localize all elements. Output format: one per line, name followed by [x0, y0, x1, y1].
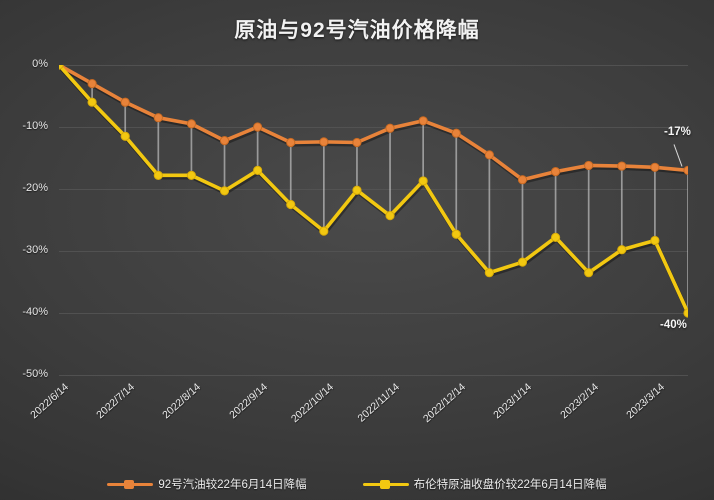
x-tick-label: 2022/11/14	[355, 381, 403, 425]
data-point[interactable]	[451, 128, 461, 138]
data-point[interactable]	[186, 119, 197, 129]
y-tick-label: 0%	[32, 58, 48, 70]
data-point[interactable]	[683, 308, 688, 318]
series-line-shadow	[59, 65, 688, 317]
chart-legend: 92号汽油较22年6月14日降幅 布伦特原油收盘价较22年6月14日降幅	[0, 476, 714, 492]
data-point[interactable]	[186, 170, 197, 180]
data-point[interactable]	[451, 229, 461, 239]
legend-item-gasoline[interactable]: 92号汽油较22年6月14日降幅	[107, 476, 307, 492]
data-point[interactable]	[484, 150, 494, 160]
series-line-gasoline[interactable]	[59, 65, 688, 182]
data-point[interactable]	[153, 170, 163, 180]
data-point[interactable]	[584, 268, 594, 278]
data-point[interactable]	[352, 137, 362, 148]
data-point[interactable]	[650, 162, 660, 172]
legend-swatch-icon	[107, 478, 154, 490]
data-point[interactable]	[517, 175, 528, 185]
legend-swatch-icon	[362, 478, 409, 490]
series-line-brent[interactable]	[59, 65, 688, 315]
data-point-label: -40%	[660, 319, 687, 331]
legend-label: 92号汽油较22年6月14日降幅	[158, 479, 307, 491]
chart-svg	[59, 65, 688, 376]
data-point[interactable]	[617, 161, 627, 171]
data-point[interactable]	[584, 160, 594, 171]
x-tick-label: 2022/10/14	[288, 381, 336, 426]
x-tick-label: 2023/2/14	[557, 381, 601, 422]
legend-item-brent[interactable]: 布伦特原油收盘价较22年6月14日降幅	[362, 476, 607, 492]
y-tick-label: -10%	[22, 120, 48, 132]
y-tick-label: -50%	[22, 368, 48, 380]
data-point[interactable]	[517, 257, 528, 267]
y-tick-label: -30%	[22, 244, 48, 256]
data-point[interactable]	[253, 122, 263, 132]
y-tick-label: -40%	[22, 306, 48, 318]
data-point[interactable]	[650, 235, 660, 246]
plot-area	[59, 65, 688, 376]
data-point[interactable]	[550, 232, 561, 242]
data-point[interactable]	[617, 245, 627, 255]
data-point[interactable]	[286, 137, 296, 148]
label-leader-line	[673, 144, 683, 167]
x-tick-label: 2022/8/14	[160, 381, 204, 422]
x-tick-label: 2022/7/14	[94, 381, 138, 422]
data-point[interactable]	[550, 167, 561, 177]
data-point[interactable]	[319, 137, 329, 147]
data-point[interactable]	[59, 65, 64, 70]
x-tick-label: 2023/3/14	[624, 381, 667, 422]
x-tick-label: 2023/1/14	[491, 381, 535, 422]
data-point[interactable]	[683, 165, 688, 175]
legend-label: 布伦特原油收盘价较22年6月14日降幅	[413, 479, 607, 491]
x-tick-label: 2022/12/14	[421, 381, 469, 426]
chart-title: 原油与92号汽油价格降幅	[234, 19, 480, 42]
data-point[interactable]	[219, 186, 230, 196]
data-point[interactable]	[418, 176, 428, 186]
x-tick-label: 2022/6/14	[28, 381, 72, 422]
data-point[interactable]	[484, 268, 494, 278]
data-point[interactable]	[352, 185, 362, 195]
data-point[interactable]	[286, 199, 296, 210]
data-point[interactable]	[319, 226, 329, 236]
x-tick-label: 2022/9/14	[226, 381, 270, 422]
data-point-label: -17%	[664, 126, 691, 139]
data-point[interactable]	[120, 131, 130, 141]
data-point[interactable]	[385, 211, 395, 221]
data-point[interactable]	[219, 136, 230, 146]
data-point[interactable]	[153, 113, 163, 123]
data-point[interactable]	[385, 123, 395, 133]
data-point[interactable]	[87, 97, 97, 107]
data-point[interactable]	[418, 116, 428, 126]
data-point[interactable]	[87, 79, 97, 89]
data-point[interactable]	[120, 97, 130, 107]
y-tick-label: -20%	[22, 182, 48, 194]
data-point[interactable]	[253, 165, 263, 176]
